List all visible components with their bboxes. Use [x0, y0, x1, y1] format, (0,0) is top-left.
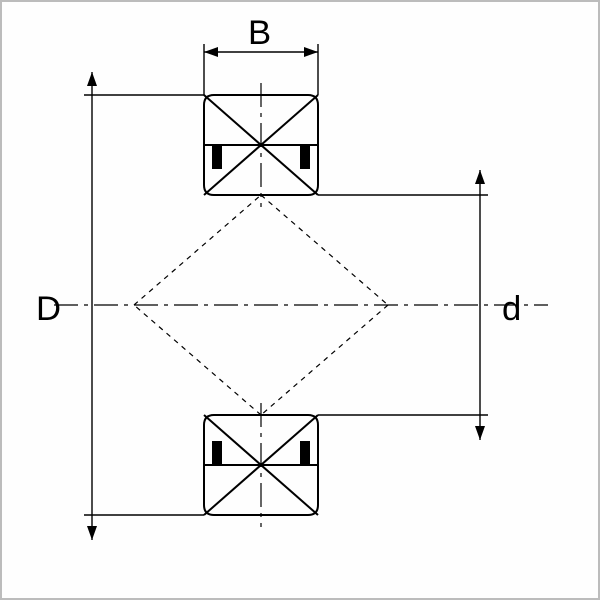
- label-D: D: [36, 290, 61, 329]
- label-d: d: [502, 290, 521, 329]
- bearing-diagram: B D d: [0, 0, 600, 600]
- label-B: B: [248, 14, 271, 53]
